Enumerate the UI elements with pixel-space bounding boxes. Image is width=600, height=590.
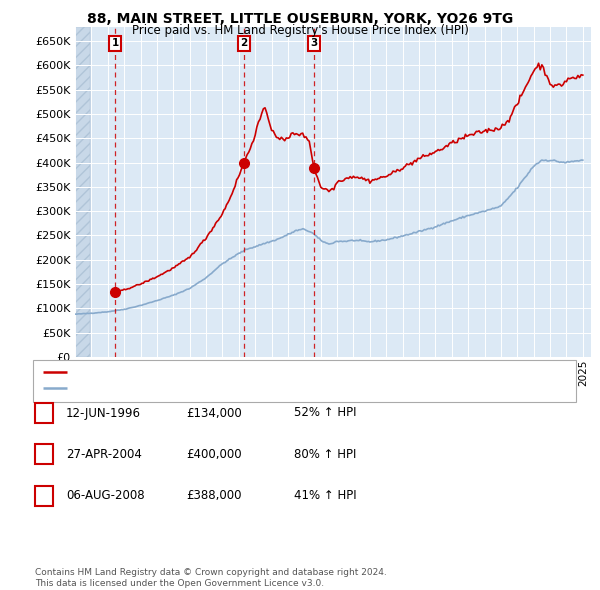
Text: 52% ↑ HPI: 52% ↑ HPI [294,407,356,419]
Text: 1: 1 [40,407,48,419]
Text: £388,000: £388,000 [186,489,241,502]
Text: HPI: Average price, detached house, North Yorkshire: HPI: Average price, detached house, Nort… [73,383,346,392]
Text: 1: 1 [112,38,119,48]
Text: 2: 2 [241,38,248,48]
Text: £400,000: £400,000 [186,448,242,461]
Text: 27-APR-2004: 27-APR-2004 [66,448,142,461]
Text: 41% ↑ HPI: 41% ↑ HPI [294,489,356,502]
Text: 3: 3 [310,38,318,48]
Text: Contains HM Land Registry data © Crown copyright and database right 2024.
This d: Contains HM Land Registry data © Crown c… [35,568,386,588]
Text: £134,000: £134,000 [186,407,242,419]
Text: 2: 2 [40,448,48,461]
Bar [75,27,90,357]
Text: 80% ↑ HPI: 80% ↑ HPI [294,448,356,461]
Text: 06-AUG-2008: 06-AUG-2008 [66,489,145,502]
Text: 88, MAIN STREET, LITTLE OUSEBURN, YORK, YO26 9TG (detached house): 88, MAIN STREET, LITTLE OUSEBURN, YORK, … [73,367,451,376]
Text: 3: 3 [40,489,48,502]
Text: 12-JUN-1996: 12-JUN-1996 [66,407,141,419]
Bar [75,27,90,357]
Text: 88, MAIN STREET, LITTLE OUSEBURN, YORK, YO26 9TG: 88, MAIN STREET, LITTLE OUSEBURN, YORK, … [87,12,513,26]
Text: Price paid vs. HM Land Registry's House Price Index (HPI): Price paid vs. HM Land Registry's House … [131,24,469,37]
